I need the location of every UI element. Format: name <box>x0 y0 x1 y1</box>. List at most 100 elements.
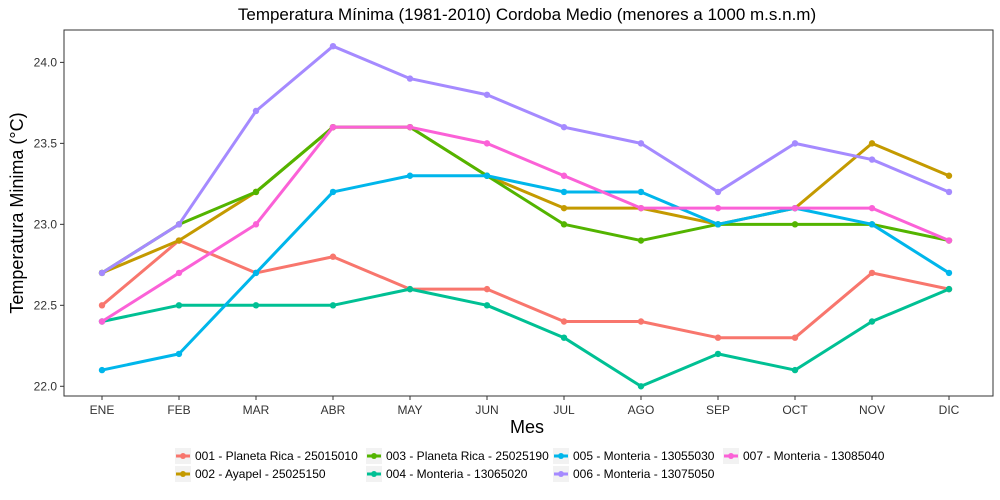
series-line <box>100 287 951 388</box>
series-line <box>100 239 951 340</box>
x-tick-label: ENE <box>90 403 115 417</box>
data-point <box>560 318 568 325</box>
y-tick-label: 24.0 <box>34 55 58 69</box>
legend-label: 004 - Monteria - 13065020 <box>386 467 528 481</box>
data-point <box>560 334 568 341</box>
data-point <box>637 383 645 390</box>
data-point <box>868 269 876 277</box>
data-point <box>406 123 414 131</box>
series-group <box>98 123 953 325</box>
data-point <box>483 302 491 309</box>
data-point <box>945 285 953 293</box>
data-point <box>329 253 337 260</box>
series-line <box>100 125 951 275</box>
data-point <box>714 334 722 341</box>
legend-label: 007 - Monteria - 13085040 <box>743 449 885 463</box>
data-point <box>791 221 799 228</box>
data-point <box>175 350 183 358</box>
data-point <box>175 221 183 228</box>
x-tick-label: JUL <box>553 403 575 417</box>
legend-label: 003 - Planeta Rica - 25025190 <box>386 449 549 463</box>
data-point <box>98 366 106 374</box>
data-point <box>791 140 799 147</box>
data-point <box>868 318 876 325</box>
y-axis-title: Temperatura Minima (°C) <box>7 112 27 313</box>
data-point <box>252 302 260 309</box>
x-tick-label: AGO <box>628 403 655 417</box>
data-point <box>406 285 414 293</box>
data-point <box>98 302 106 309</box>
data-point <box>868 156 876 163</box>
data-point <box>791 366 799 374</box>
data-point <box>637 237 645 244</box>
data-point <box>714 221 722 228</box>
legend-item: 003 - Planeta Rica - 25025190 <box>366 448 549 464</box>
legend-marker <box>371 453 377 459</box>
data-point <box>868 221 876 228</box>
series-layer <box>98 42 953 390</box>
legend-marker <box>371 471 377 477</box>
data-point <box>791 334 799 341</box>
x-tick-label: JUN <box>475 403 498 417</box>
x-tick-label: FEB <box>167 403 190 417</box>
x-tick-label: MAY <box>397 403 422 417</box>
data-point <box>98 318 106 325</box>
data-point <box>560 188 568 196</box>
legend-item: 002 - Ayapel - 25025150 <box>175 466 326 482</box>
data-point <box>637 140 645 147</box>
legend-label: 005 - Monteria - 13055030 <box>573 449 715 463</box>
data-point <box>483 172 491 179</box>
data-point <box>406 75 414 82</box>
data-point <box>483 285 491 293</box>
series-line <box>100 125 951 324</box>
legend-item: 005 - Monteria - 13055030 <box>553 448 715 464</box>
series-line <box>100 174 951 372</box>
data-point <box>406 172 414 179</box>
legend-item: 006 - Monteria - 13075050 <box>553 466 715 482</box>
legend-marker <box>180 471 186 477</box>
data-point <box>252 107 260 115</box>
legend-marker <box>180 453 186 459</box>
data-point <box>714 204 722 212</box>
x-tick-label: OCT <box>782 403 808 417</box>
series-group <box>98 285 953 390</box>
data-point <box>791 204 799 212</box>
data-point <box>560 221 568 228</box>
data-point <box>175 269 183 277</box>
data-point <box>175 302 183 309</box>
series-line <box>100 44 951 275</box>
data-point <box>714 188 722 196</box>
data-point <box>483 91 491 98</box>
x-tick-label: ABR <box>321 403 346 417</box>
x-axis-title: Mes <box>510 417 544 437</box>
data-point <box>329 123 337 131</box>
data-point <box>945 237 953 244</box>
data-point <box>252 221 260 228</box>
data-point <box>98 269 106 277</box>
data-point <box>945 172 953 179</box>
y-tick-label: 22.0 <box>34 379 58 393</box>
legend-label: 006 - Monteria - 13075050 <box>573 467 715 481</box>
y-tick-label: 23.5 <box>34 136 58 150</box>
chart-title: Temperatura Mínima (1981-2010) Cordoba M… <box>238 5 816 24</box>
data-point <box>560 172 568 179</box>
data-point <box>560 123 568 131</box>
data-point <box>252 269 260 277</box>
data-point <box>945 188 953 196</box>
x-tick-label: NOV <box>859 403 885 417</box>
legend-item: 001 - Planeta Rica - 25015010 <box>175 448 358 464</box>
x-tick-label: MAR <box>243 403 270 417</box>
legend: 001 - Planeta Rica - 25015010 002 - Ayape… <box>175 448 885 482</box>
legend-marker <box>728 453 734 459</box>
data-point <box>483 140 491 147</box>
legend-label: 001 - Planeta Rica - 25015010 <box>195 449 358 463</box>
data-point <box>329 42 337 50</box>
data-point <box>329 188 337 196</box>
y-tick-label: 23.0 <box>34 217 58 231</box>
data-point <box>329 302 337 309</box>
x-tick-label: DIC <box>939 403 960 417</box>
data-point <box>637 204 645 212</box>
series-line <box>100 125 951 275</box>
x-axis: ENE FEB MAR ABR MAY JUN JUL AGO SEP OCT NOV DIC <box>90 396 960 417</box>
